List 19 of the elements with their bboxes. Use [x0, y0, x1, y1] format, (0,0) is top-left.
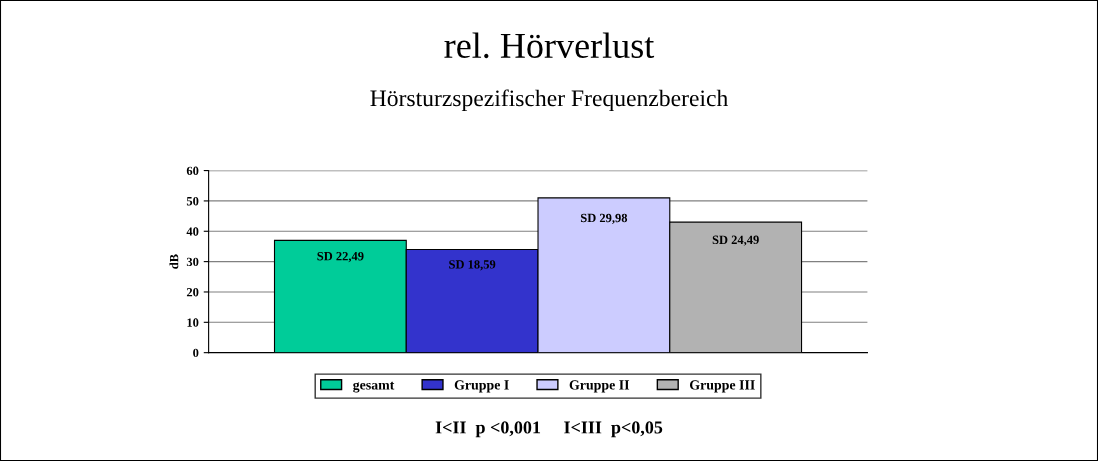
- text: I<II p <0,001 I<III p<0,05: [435, 421, 663, 438]
- data-label: SD 18,59: [449, 260, 496, 271]
- y-tick-label: 0: [193, 348, 199, 358]
- y-tick-label: 10: [187, 318, 199, 327]
- chart-subtitle: Hörsturzspezifischer Frequenzbereich: [370, 89, 728, 112]
- legend-label: gesamt: [353, 381, 395, 393]
- y-axis-title: dB: [169, 254, 179, 269]
- data-label: SD 24,49: [712, 235, 759, 246]
- y-tick-label: 40: [186, 227, 199, 236]
- legend-label: Gruppe I: [454, 380, 509, 393]
- legend-label: Gruppe III: [689, 380, 755, 393]
- chart-title: rel. Hörverlust: [444, 32, 655, 59]
- y-tick-label: 20: [186, 287, 199, 297]
- y-tick-label: 30: [186, 257, 199, 267]
- legend-label: Gruppe II: [569, 380, 630, 393]
- y-tick-label: 50: [186, 196, 199, 206]
- y-tick-label: 60: [186, 166, 199, 176]
- data-label: SD 29,98: [580, 213, 628, 224]
- data-label: SD 22,49: [317, 252, 364, 263]
